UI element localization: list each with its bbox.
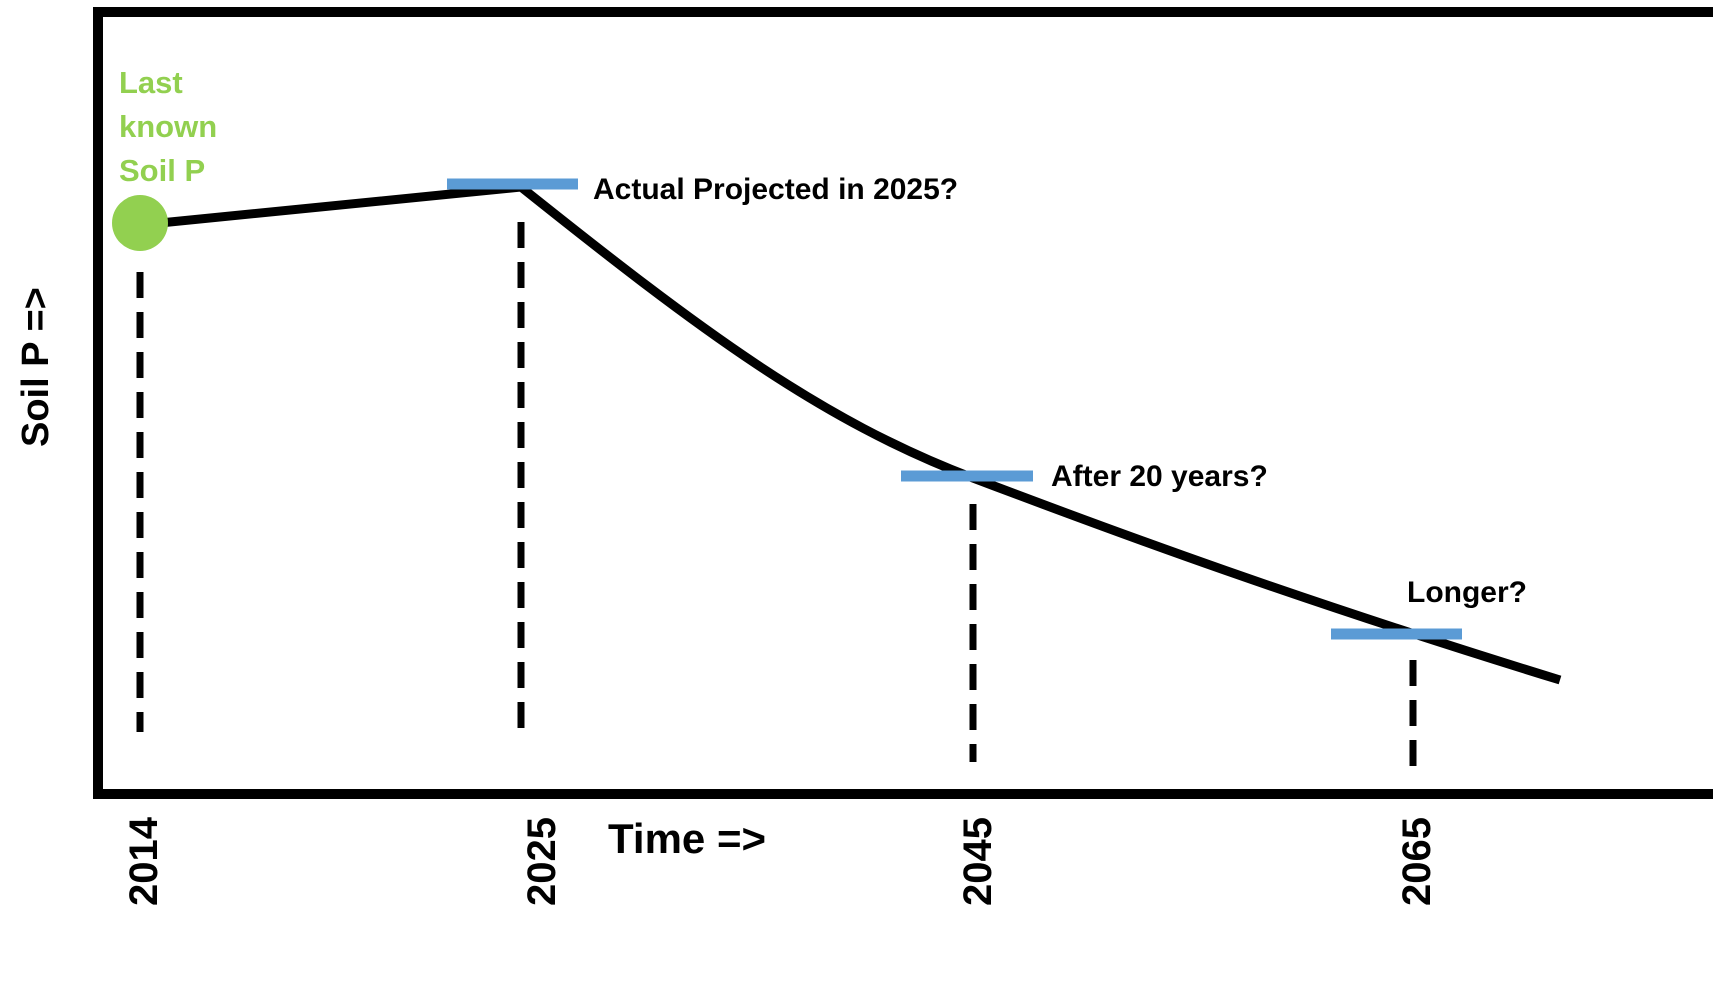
y-axis-label: Soil P => xyxy=(15,287,57,447)
year-label-2025: 2025 xyxy=(520,817,564,906)
last-known-label-line-3: Soil P xyxy=(119,153,205,188)
last-known-label-line-2: known xyxy=(119,109,217,144)
marker-label-2025: Actual Projected in 2025? xyxy=(593,173,958,206)
last-known-soil-p-point xyxy=(112,195,168,251)
plot-frame xyxy=(93,7,1713,799)
marker-label-2045: After 20 years? xyxy=(1051,460,1268,493)
year-label-2014: 2014 xyxy=(122,816,166,906)
marker-label-2065: Longer? xyxy=(1407,576,1527,609)
x-axis-label: Time => xyxy=(608,815,766,862)
year-label-2065: 2065 xyxy=(1395,817,1439,906)
last-known-label-line-1: Last xyxy=(119,65,183,100)
soil-p-curve xyxy=(139,182,1562,685)
year-label-2045: 2045 xyxy=(956,817,1000,906)
